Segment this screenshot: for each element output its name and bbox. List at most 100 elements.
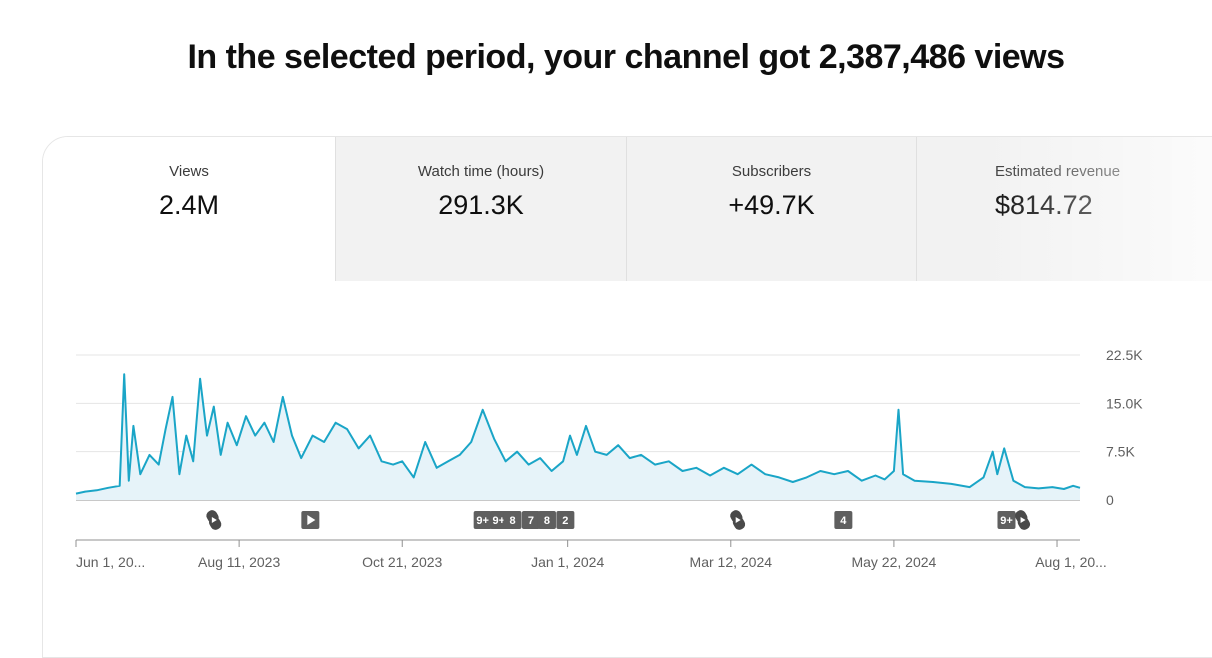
data-point: [392, 464, 394, 466]
data-point: [369, 435, 371, 437]
x-tick-label: Oct 21, 2023: [362, 554, 442, 570]
data-point: [551, 470, 553, 472]
data-point: [585, 425, 587, 427]
upload-count-badge: [489, 511, 508, 529]
data-point: [983, 476, 985, 478]
upload-count-badge: [834, 511, 853, 529]
data-point: [861, 480, 863, 482]
x-tick-label: Jun 1, 20...: [76, 554, 145, 570]
data-point: [606, 454, 608, 456]
data-point: [640, 454, 642, 456]
data-point: [617, 444, 619, 446]
data-point: [932, 481, 934, 483]
shorts-play-notch: [211, 517, 217, 523]
page-headline: In the selected period, your channel got…: [187, 38, 1065, 76]
tab-watch-time-value: 291.3K: [438, 190, 524, 220]
data-point: [764, 473, 766, 475]
upload-count-badge: [537, 511, 556, 529]
data-point: [165, 428, 167, 430]
views-series-area: [76, 374, 1080, 500]
data-point: [792, 481, 794, 483]
data-point: [358, 447, 360, 449]
data-point: [576, 454, 578, 456]
data-point: [436, 467, 438, 469]
data-point: [335, 422, 337, 424]
data-point: [654, 464, 656, 466]
data-point: [75, 493, 77, 495]
data-point: [312, 435, 314, 437]
data-point: [263, 422, 265, 424]
shorts-play-notch: [735, 517, 741, 523]
data-point: [282, 396, 284, 398]
data-point: [213, 406, 215, 408]
upload-count-label: 8: [509, 515, 515, 527]
data-point: [346, 428, 348, 430]
y-tick-label: 7.5K: [1106, 444, 1135, 460]
tab-watch-time-label: Watch time (hours): [417, 163, 545, 180]
upload-count-label: 9+: [492, 515, 505, 527]
data-point: [539, 457, 541, 459]
data-point: [192, 460, 194, 462]
upload-count-badge: [521, 511, 540, 529]
upload-count-label: 9+: [476, 515, 489, 527]
data-point: [1012, 480, 1014, 482]
upload-count-badge: [997, 511, 1016, 529]
data-point: [107, 487, 109, 489]
data-point: [139, 473, 141, 475]
data-point: [875, 475, 877, 477]
views-chart: 0 7.5K 15.0K 22.5K Jun 1, 20... Aug 11, 2023 O…: [75, 347, 1143, 570]
upload-count-label: 8: [544, 515, 550, 527]
data-point: [969, 486, 971, 488]
upload-count-badge: [556, 511, 575, 529]
x-tick-label: Aug 11, 2023: [198, 554, 280, 570]
data-point: [1079, 487, 1081, 489]
tab-subscribers-label: Subscribers: [731, 163, 812, 180]
tab-watch-time[interactable]: Watch time (hours) 291.3K: [335, 137, 626, 281]
data-point: [847, 470, 849, 472]
tab-subscribers-value: +49.7K: [728, 190, 815, 220]
x-tick-label: May 22, 2024: [851, 554, 936, 570]
data-point: [447, 460, 449, 462]
data-point: [723, 467, 725, 469]
upload-count-label: 7: [528, 515, 534, 527]
tab-views-label: Views: [169, 163, 209, 180]
data-point: [992, 451, 994, 453]
data-point: [898, 409, 900, 411]
data-point: [668, 460, 670, 462]
y-tick-label: 0: [1106, 492, 1114, 508]
data-point: [227, 422, 229, 424]
data-point: [806, 476, 808, 478]
upload-count-label: 4: [840, 515, 847, 527]
data-point: [236, 444, 238, 446]
shorts-play-notch: [1020, 517, 1026, 523]
upload-count-label: 9+: [1000, 515, 1013, 527]
data-point: [482, 409, 484, 411]
data-point: [1024, 486, 1026, 488]
upload-count-label: 2: [562, 515, 568, 527]
data-point: [220, 454, 222, 456]
data-point: [751, 464, 753, 466]
data-point: [323, 441, 325, 443]
data-point: [158, 464, 160, 466]
data-point: [709, 475, 711, 477]
data-point: [128, 480, 130, 482]
data-point: [778, 476, 780, 478]
data-point: [562, 460, 564, 462]
data-point: [737, 473, 739, 475]
data-point: [459, 454, 461, 456]
data-point: [245, 415, 247, 417]
data-point: [569, 435, 571, 437]
data-point: [516, 451, 518, 453]
data-point: [505, 460, 507, 462]
data-point: [594, 451, 596, 453]
y-tick-label: 15.0K: [1106, 395, 1143, 411]
data-point: [273, 441, 275, 443]
play-triangle: [307, 515, 316, 525]
data-point: [401, 460, 403, 462]
data-point: [1003, 447, 1005, 449]
tab-views[interactable]: Views 2.4M: [43, 137, 335, 281]
data-point: [1063, 488, 1065, 490]
data-point: [291, 435, 293, 437]
data-point: [149, 454, 151, 456]
tab-subscribers[interactable]: Subscribers +49.7K: [626, 137, 916, 281]
